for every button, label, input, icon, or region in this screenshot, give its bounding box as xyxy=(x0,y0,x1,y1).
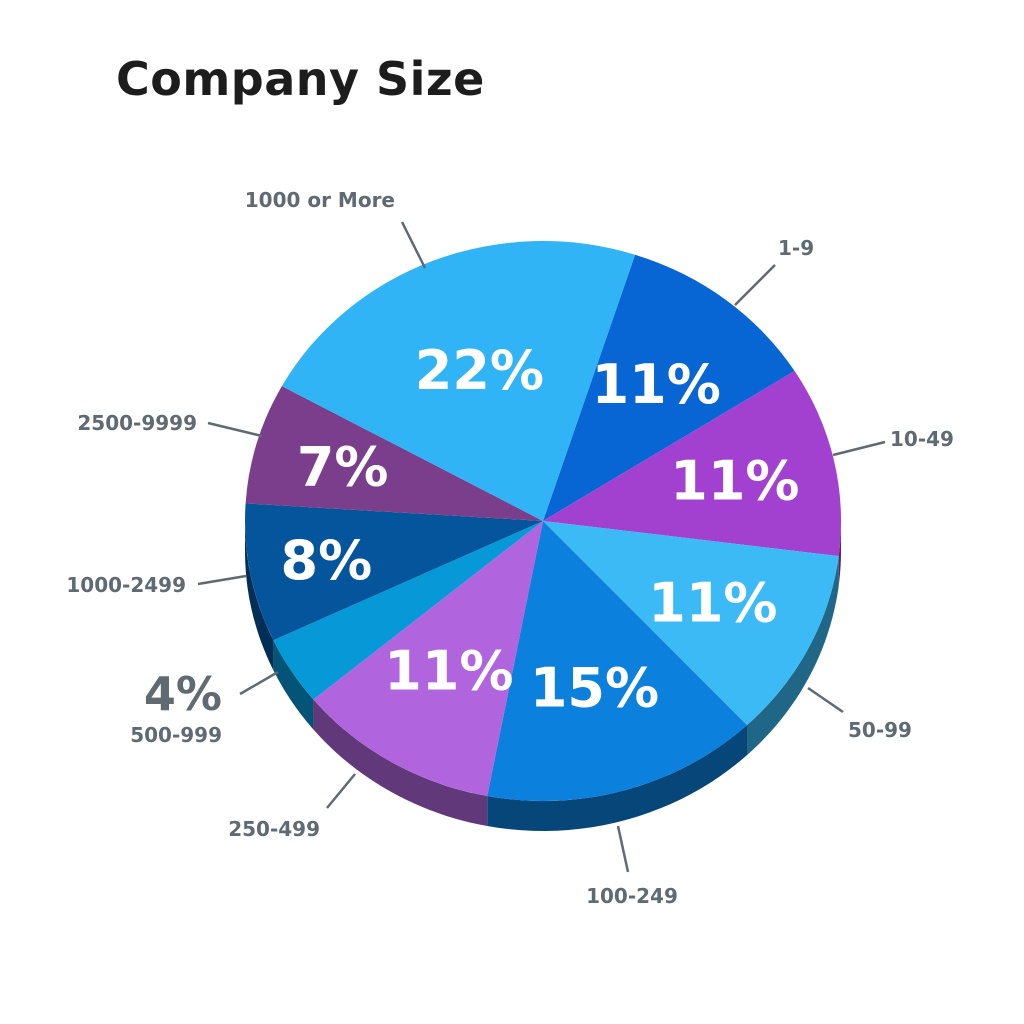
pie-percent-label-250-499: 11% xyxy=(384,639,513,702)
pie-slice-500-999 xyxy=(273,521,543,700)
category-label-50-99: 50-99 xyxy=(848,718,912,742)
category-label-10-49: 10-49 xyxy=(890,427,954,451)
leader-line-1-9 xyxy=(734,264,776,306)
pie-slice-100-249 xyxy=(487,521,747,801)
pie-side-500-999 xyxy=(273,640,314,730)
pie-percent-label-500-999: 4% xyxy=(144,667,222,721)
pie-leader-lines xyxy=(197,221,886,873)
pie-slice-250-499 xyxy=(313,521,543,796)
pie-slice-1-9 xyxy=(543,254,795,521)
pie-slice-1000-2499 xyxy=(245,503,543,641)
category-label-250-499: 250-499 xyxy=(228,817,320,841)
leader-line-100-249 xyxy=(616,825,630,873)
pie-category-labels: 1-9 10-49 50-99 100-249 250-499 500-999 1000-2… xyxy=(66,188,954,908)
pie-slices xyxy=(245,241,842,801)
pie-slice-2500-9999 xyxy=(245,386,543,521)
pie-slice-10-49 xyxy=(543,371,842,557)
category-label-2500-9999: 2500-9999 xyxy=(77,411,197,435)
leader-line-1000-or-more xyxy=(400,221,427,269)
category-label-500-999: 500-999 xyxy=(130,723,222,747)
leader-line-250-499 xyxy=(326,773,356,809)
pie-side-1000-2499 xyxy=(245,521,274,671)
pie-side-10-49 xyxy=(838,521,841,587)
pie-slice-1000-or-more xyxy=(281,241,636,521)
leader-line-10-49 xyxy=(832,440,886,457)
category-label-1-9: 1-9 xyxy=(778,236,814,260)
pie-percent-label-100-249: 15% xyxy=(530,657,659,720)
pie-depth xyxy=(245,521,841,831)
pie-percent-label-2500-9999: 7% xyxy=(297,435,389,498)
pie-side-250-499 xyxy=(313,699,488,826)
pie-percent-label-50-99: 11% xyxy=(648,571,777,634)
pie-side-50-99 xyxy=(747,556,839,756)
category-label-1000-2499: 1000-2499 xyxy=(66,573,186,597)
pie-percent-label-1000-or-more: 22% xyxy=(415,339,544,402)
leader-line-500-999 xyxy=(239,670,279,696)
category-label-1000-or-more: 1000 or More xyxy=(245,188,395,212)
pie-slice-50-99 xyxy=(543,521,839,726)
leader-line-2500-9999 xyxy=(207,421,263,438)
leader-line-50-99 xyxy=(807,686,844,714)
leader-line-1000-2499 xyxy=(197,574,247,586)
pie-percent-labels: 11% 11% 11% 15% 11% 4% 8% 7% 22% xyxy=(144,339,800,721)
pie-percent-label-1000-2499: 8% xyxy=(281,529,373,592)
category-label-100-249: 100-249 xyxy=(586,884,678,908)
pie-percent-label-10-49: 11% xyxy=(670,450,799,513)
pie-percent-label-1-9: 11% xyxy=(592,353,721,416)
chart-title: Company Size xyxy=(116,52,485,106)
pie-side-100-249 xyxy=(487,725,747,831)
